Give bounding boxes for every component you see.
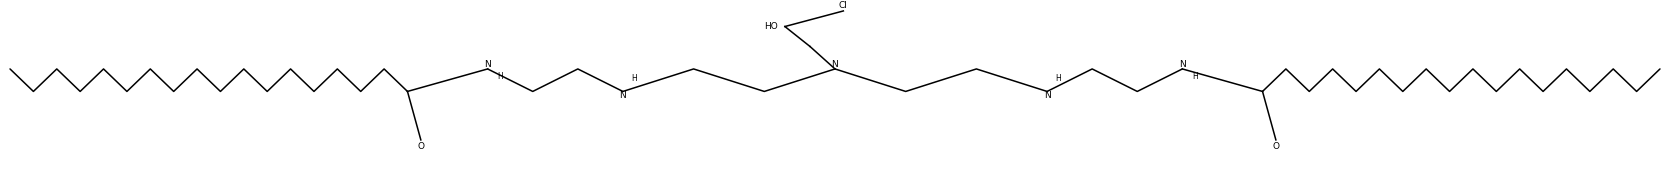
Text: H: H: [631, 74, 636, 83]
Text: N: N: [620, 91, 626, 100]
Text: O: O: [1273, 142, 1279, 151]
Text: O: O: [418, 142, 424, 151]
Text: H: H: [498, 72, 503, 81]
Text: N: N: [484, 60, 491, 69]
Text: N: N: [832, 60, 838, 69]
Text: H: H: [1055, 74, 1060, 83]
Text: N: N: [1044, 91, 1050, 100]
Text: Cl: Cl: [838, 1, 848, 10]
Text: HO: HO: [765, 22, 778, 31]
Text: N: N: [1179, 60, 1186, 69]
Text: H: H: [1192, 72, 1197, 81]
